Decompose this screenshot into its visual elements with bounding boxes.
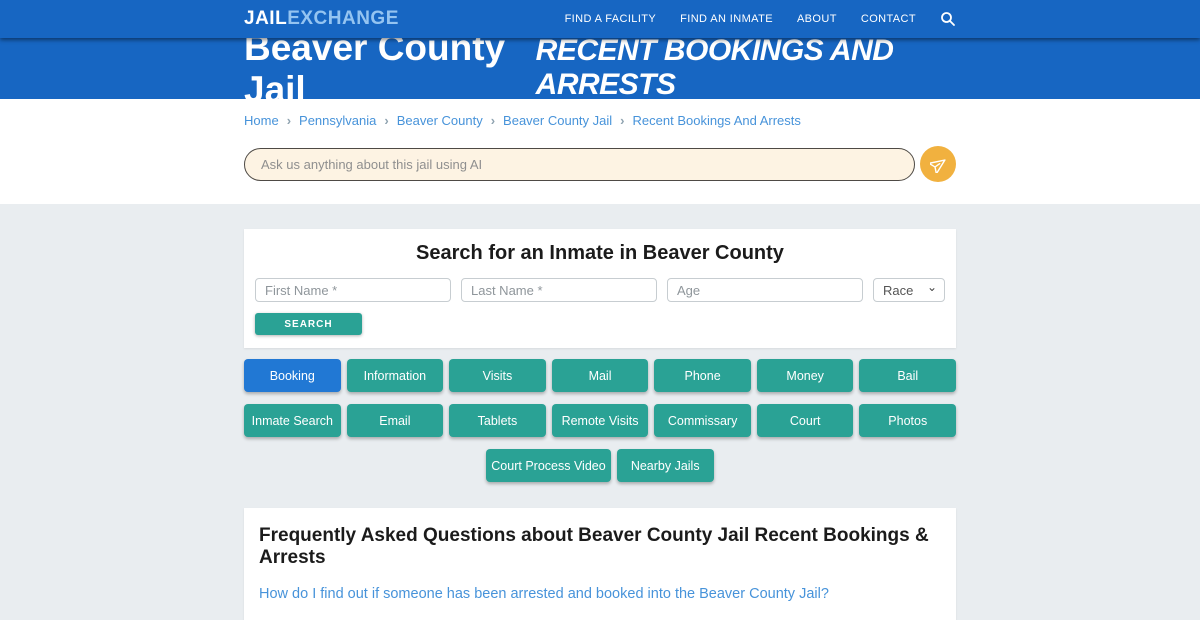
quick-link-court[interactable]: Court [756,404,854,437]
chevron-right-icon: › [384,113,389,128]
ai-search-pill [244,147,916,181]
quick-link-information[interactable]: Information [346,359,444,392]
nav-link-contact[interactable]: CONTACT [860,13,916,25]
paper-plane-icon [929,156,947,173]
quick-links-row-3: Court Process Video Nearby Jails [244,449,956,482]
race-select[interactable]: Race [873,278,945,302]
breadcrumb-beaver-county[interactable]: Beaver County [396,113,483,128]
first-name-field[interactable] [255,278,451,302]
faq-question-arrested-booked[interactable]: How do I find out if someone has been ar… [259,586,829,602]
quick-link-tablets[interactable]: Tablets [449,404,546,437]
page-subtitle: RECENT BOOKINGS AND ARRESTS [535,33,894,101]
jailexchange-logo[interactable]: JAILEXCHANGE [244,8,399,30]
chevron-right-icon: › [620,113,625,128]
quick-link-remote-visits[interactable]: Remote Visits [551,404,649,437]
nav-link-find-a-facility[interactable]: FIND A FACILITY [564,13,657,25]
inmate-search-fields: Race ⌄ [255,278,945,302]
nav-links: FIND A FACILITY FIND AN INMATE ABOUT CON… [565,11,956,27]
quick-links-grid: Booking Information Visits Mail Phone Mo… [244,359,957,482]
faq-card: Frequently Asked Questions about Beaver … [244,508,956,620]
quick-links-row-2: Inmate Search Email Tablets Remote Visit… [244,404,957,437]
page-title: Beaver County Jail [244,26,506,110]
chevron-right-icon: › [286,113,292,128]
ai-search-row [244,146,956,182]
logo-text-jail: JAIL [244,8,288,29]
breadcrumb: Home › Pennsylvania › Beaver County › Be… [244,113,956,128]
nav-link-find-an-inmate[interactable]: FIND AN INMATE [680,13,773,25]
inmate-search-card: Search for an Inmate in Beaver County Ra… [244,229,956,348]
top-nav-bar: JAILEXCHANGE FIND A FACILITY FIND AN INM… [0,0,1200,38]
quick-link-inmate-search[interactable]: Inmate Search [244,404,341,437]
breadcrumb-pennsylvania[interactable]: Pennsylvania [299,113,377,128]
quick-links-row-1: Booking Information Visits Mail Phone Mo… [244,359,957,392]
quick-link-phone[interactable]: Phone [654,359,751,392]
faq-title: Frequently Asked Questions about Beaver … [259,525,929,568]
age-field[interactable] [667,278,863,302]
quick-link-commissary[interactable]: Commissary [654,404,751,437]
quick-link-nearby-jails[interactable]: Nearby Jails [616,449,714,482]
last-name-field[interactable] [461,278,657,302]
logo-text-exchange: EXCHANGE [287,8,399,29]
breadcrumb-home[interactable]: Home [244,113,279,128]
breadcrumb-beaver-county-jail[interactable]: Beaver County Jail [503,113,613,128]
ai-search-input[interactable] [245,156,915,172]
chevron-right-icon: › [490,113,496,128]
quick-link-visits[interactable]: Visits [449,359,546,392]
breadcrumb-recent-bookings[interactable]: Recent Bookings And Arrests [632,113,801,128]
quick-link-court-process-video[interactable]: Court Process Video [486,449,611,482]
inmate-search-title: Search for an Inmate in Beaver County [416,242,784,264]
main-content-area: Search for an Inmate in Beaver County Ra… [0,204,1200,620]
page-header: Beaver County Jail RECENT BOOKINGS AND A… [0,27,1200,110]
quick-link-booking[interactable]: Booking [244,359,341,392]
quick-link-money[interactable]: Money [756,359,854,392]
search-button[interactable]: SEARCH [255,313,362,335]
race-select-wrap: Race ⌄ [873,278,945,302]
ai-send-button[interactable] [920,146,956,182]
quick-link-email[interactable]: Email [346,404,444,437]
quick-link-mail[interactable]: Mail [551,359,649,392]
quick-link-bail[interactable]: Bail [859,359,957,392]
nav-link-about[interactable]: ABOUT [796,13,837,25]
search-icon[interactable] [940,11,956,27]
breadcrumb-ai-section: Home › Pennsylvania › Beaver County › Be… [0,99,1200,204]
quick-link-photos[interactable]: Photos [859,404,957,437]
